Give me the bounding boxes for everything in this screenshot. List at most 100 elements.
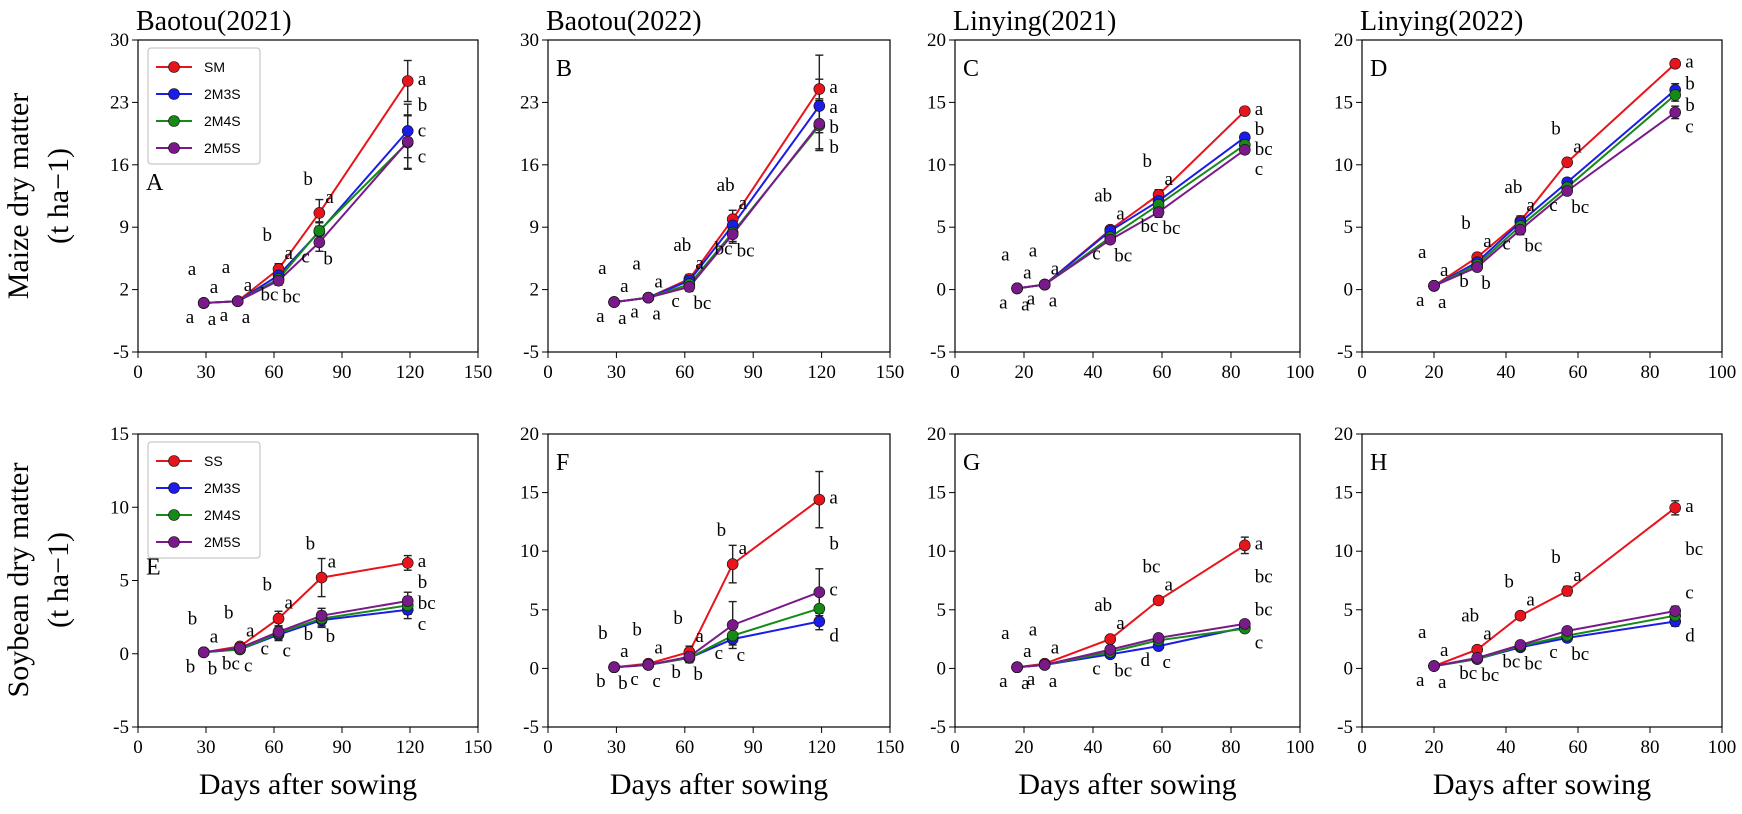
y-axis-unit: (t ha−1) <box>42 148 75 244</box>
panel-C: 0 20 40 60 80 100-505101520Linying(2021)Caaaa… <box>927 6 1314 383</box>
significance-letter: a <box>186 307 195 328</box>
y-tick-label: -5 <box>113 717 129 738</box>
data-point-2M5S <box>726 619 739 631</box>
y-tick-label: 0 <box>1344 658 1354 679</box>
significance-letter: a <box>1685 496 1694 517</box>
y-tick-label: 2 <box>530 280 540 301</box>
x-tick-label: 120 <box>807 362 836 383</box>
significance-letter: bc <box>1481 665 1499 686</box>
significance-letter: b <box>1685 73 1695 94</box>
significance-letter: a <box>1573 136 1582 157</box>
significance-letter: bc <box>715 238 733 259</box>
significance-letter: a <box>1051 638 1060 659</box>
y-tick-label: 30 <box>520 30 539 51</box>
significance-letter: bc <box>1524 236 1542 257</box>
significance-letter: b <box>829 117 839 138</box>
significance-letter: a <box>328 552 337 573</box>
significance-letter: a <box>1027 289 1036 310</box>
significance-letter: a <box>1021 294 1030 315</box>
significance-letter: a <box>620 641 629 662</box>
significance-letter: ab <box>673 235 691 256</box>
data-point-2M5S <box>272 274 285 287</box>
significance-letter: c <box>1255 159 1263 180</box>
panel-letter: D <box>1370 56 1387 82</box>
significance-letter: a <box>1526 195 1535 216</box>
significance-letter: bc <box>1502 651 1520 672</box>
significance-letter: a <box>1165 169 1174 190</box>
significance-letter: a <box>695 253 704 274</box>
significance-letter: a <box>1116 204 1125 225</box>
x-tick-label: 60 <box>265 362 284 383</box>
significance-letter: b <box>1685 95 1695 116</box>
x-tick-label: 0 <box>950 362 960 383</box>
significance-letter: a <box>829 488 838 509</box>
significance-letter: bc <box>1571 197 1589 218</box>
significance-letter: bc <box>222 653 240 674</box>
data-point-2M5S <box>315 609 328 622</box>
significance-letter: b <box>632 620 642 641</box>
data-point-SS <box>315 571 328 584</box>
x-tick-label: 90 <box>744 362 763 383</box>
data-point-2M5S <box>1038 278 1051 291</box>
significance-letter: ab <box>1504 177 1522 198</box>
data-point-2M5S <box>1514 223 1527 236</box>
significance-letter: a <box>1051 259 1060 280</box>
significance-letter: c <box>261 639 269 660</box>
y-tick-label: 16 <box>110 155 129 176</box>
data-point-2M5S <box>1104 233 1117 246</box>
significance-letter: c <box>652 671 660 692</box>
significance-letter: a <box>999 671 1008 692</box>
legend-marker-SS <box>168 455 180 467</box>
data-point-SS <box>401 557 414 569</box>
significance-letter: c <box>1549 195 1557 216</box>
significance-letter: c <box>1549 642 1557 663</box>
significance-letter: a <box>620 276 629 297</box>
significance-letter: b <box>618 673 628 694</box>
significance-letter: bc <box>1114 660 1132 681</box>
significance-letter: b <box>303 169 313 190</box>
x-tick-label: 120 <box>807 737 836 758</box>
legend-marker-2M5S <box>168 536 180 548</box>
y-tick-label: 10 <box>520 541 539 562</box>
y-tick-label: 0 <box>120 644 130 665</box>
legend-label: 2M4S <box>204 113 241 129</box>
data-point-2M5S <box>401 595 414 607</box>
panel-letter: H <box>1370 450 1387 476</box>
significance-letter: a <box>1416 290 1425 311</box>
x-tick-label: 60 <box>675 737 694 758</box>
x-tick-label: 60 <box>265 737 284 758</box>
significance-letter: b <box>1551 547 1561 568</box>
data-point-SS <box>1152 594 1165 607</box>
y-tick-label: 15 <box>110 424 129 445</box>
series-line-2M5S <box>613 123 821 304</box>
data-point-SM <box>813 83 826 95</box>
legend: SS 2M3S 2M4S 2M5S <box>147 441 261 559</box>
y-tick-label: 5 <box>1344 217 1354 238</box>
x-tick-label: 90 <box>333 737 352 758</box>
data-point-SM <box>313 207 326 219</box>
data-point-2M5S <box>813 586 826 599</box>
series-line-2M4S <box>613 124 821 304</box>
significance-letter: bc <box>1143 556 1161 577</box>
significance-letter: a <box>1165 574 1174 595</box>
data-point-SM <box>1669 57 1681 70</box>
x-tick-label: 100 <box>1708 737 1737 758</box>
y-tick-label: -5 <box>113 342 129 363</box>
significance-letter: b <box>596 671 606 692</box>
significance-letter: c <box>630 669 638 690</box>
significance-letter: a <box>285 593 294 614</box>
y-axis-label: Soybean dry matter <box>2 463 35 698</box>
x-tick-label: 60 <box>1569 737 1588 758</box>
data-point-2M5S <box>1011 282 1023 295</box>
significance-letter: c <box>1685 582 1693 603</box>
y-tick-label: 10 <box>110 497 129 518</box>
data-point-2M5S <box>1428 280 1440 292</box>
x-tick-label: 0 <box>133 737 143 758</box>
significance-letter: c <box>1163 652 1171 673</box>
x-tick-label: 40 <box>1084 737 1103 758</box>
y-tick-label: 9 <box>530 217 540 238</box>
data-point-2M5S <box>197 297 210 309</box>
significance-letter: a <box>188 259 197 280</box>
